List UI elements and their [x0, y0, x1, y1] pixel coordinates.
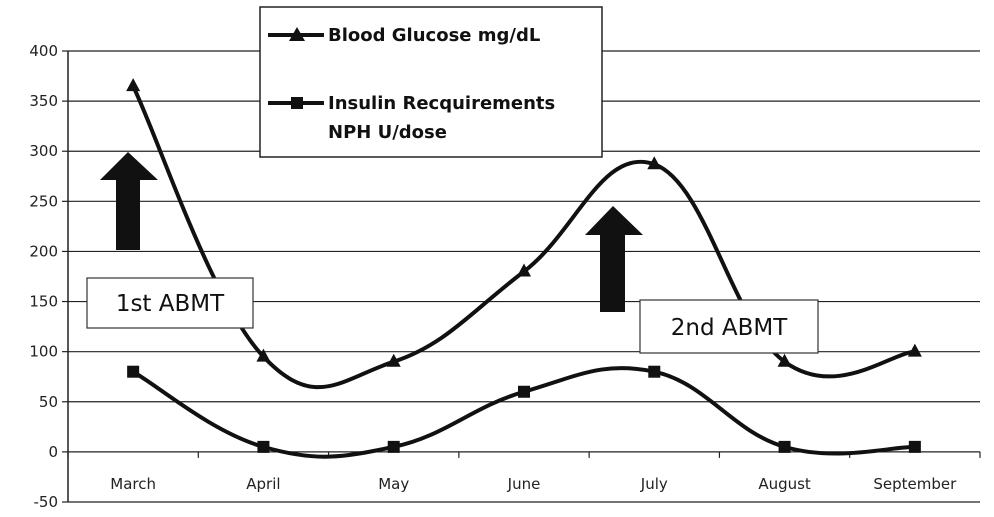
y-tick-label: 250	[29, 192, 58, 210]
annotation-box	[639, 299, 819, 354]
annotation-label: 1st ABMT	[116, 291, 225, 317]
data-point-square	[778, 440, 791, 453]
legend-entry-line-1: Insulin Recquirements	[328, 93, 555, 114]
legend: Blood Glucose mg/dL Insulin Recquirement…	[259, 6, 603, 158]
y-tick-label: 200	[29, 242, 58, 260]
arrow-up-icon	[100, 152, 158, 250]
data-point-square	[257, 440, 270, 453]
x-tick-label: March	[110, 475, 156, 493]
annotation-label: 2nd ABMT	[671, 315, 788, 341]
legend-entry: Blood Glucose mg/dL	[328, 25, 540, 46]
data-point-square	[127, 365, 140, 378]
y-tick-label: 400	[29, 42, 58, 60]
y-axis-ticks: 400 350 300 250 200 150 100 50 0 -50	[29, 42, 68, 511]
series-group	[126, 78, 922, 459]
data-point-square	[387, 440, 400, 453]
arrow-up-icon	[585, 206, 643, 312]
x-tick-label: July	[640, 475, 668, 493]
series-line-2	[132, 366, 915, 459]
legend-box	[259, 6, 603, 158]
data-point-triangle	[777, 353, 792, 367]
x-tick-label: September	[873, 475, 957, 493]
data-point-triangle	[126, 78, 141, 92]
y-tick-label: 100	[29, 343, 58, 361]
triangle-marker-icon	[289, 27, 305, 41]
y-tick-label: 350	[29, 92, 58, 110]
data-point-triangle	[386, 353, 401, 367]
data-point-square	[648, 365, 661, 378]
legend-entry-line-2: NPH U/dose	[328, 122, 447, 143]
data-point-square	[908, 440, 921, 453]
y-tick-label: 50	[39, 393, 58, 411]
data-point-triangle	[647, 156, 662, 170]
legend-entry: Insulin Recquirements NPH U/dose	[328, 93, 562, 143]
x-axis-ticks: March April May June July August September	[67, 451, 981, 493]
y-tick-label: 150	[29, 293, 58, 311]
x-tick-label: August	[758, 475, 811, 493]
x-tick-label: April	[246, 475, 280, 493]
y-tick-label: 300	[29, 142, 58, 160]
data-point-triangle	[256, 348, 271, 362]
square-marker-icon	[291, 97, 303, 109]
y-tick-label: 0	[48, 443, 58, 461]
x-tick-label: May	[378, 475, 409, 493]
data-point-triangle	[517, 263, 531, 277]
data-point-square	[518, 385, 530, 398]
y-tick-label: -50	[34, 493, 59, 511]
annotation-box	[86, 277, 254, 329]
x-tick-label: June	[507, 475, 541, 493]
data-point-triangle	[907, 343, 922, 357]
